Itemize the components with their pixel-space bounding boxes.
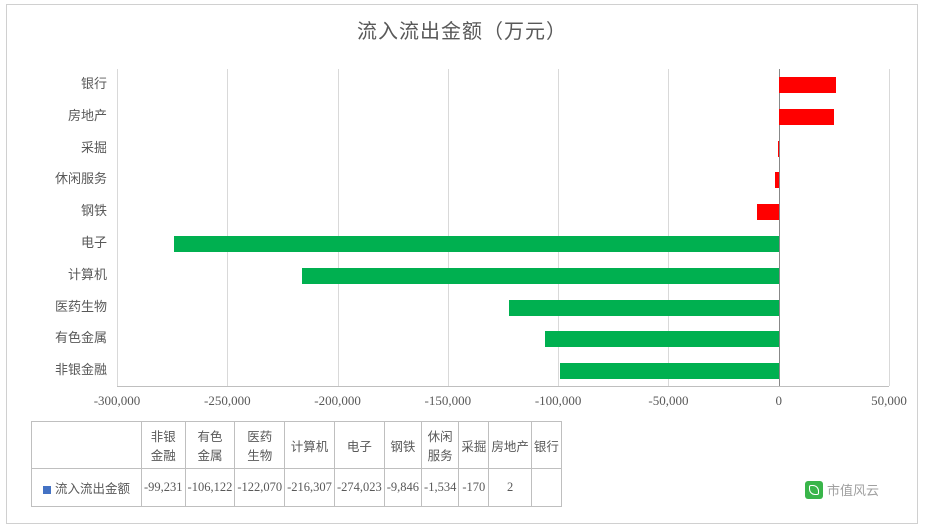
y-axis-label: 钢铁	[7, 205, 107, 217]
table-column-header: 医药生物	[235, 422, 285, 469]
wechat-icon	[805, 481, 823, 499]
table-column-header: 钢铁	[384, 422, 421, 469]
bar	[509, 300, 778, 316]
y-axis-label: 房地产	[7, 110, 107, 122]
table-cell: -1,534	[422, 469, 459, 507]
watermark: 市值风云	[805, 480, 879, 499]
table-column-header: 有色金属	[185, 422, 235, 469]
table-column-header: 银行	[531, 422, 561, 469]
y-axis-label: 休闲服务	[7, 173, 107, 185]
table-cell: -9,846	[384, 469, 421, 507]
x-tick-label: -150,000	[425, 393, 472, 409]
x-tick-label: 0	[775, 393, 782, 409]
y-axis-label: 计算机	[7, 269, 107, 281]
y-axis-label: 电子	[7, 237, 107, 249]
x-tick-label: -250,000	[204, 393, 251, 409]
table-corner	[32, 422, 142, 469]
table-cell: -170	[459, 469, 489, 507]
table-column-header: 采掘	[459, 422, 489, 469]
table-header-row: 非银金融有色金属医药生物计算机电子钢铁休闲服务采掘房地产银行	[32, 422, 562, 469]
table-column-header: 电子	[334, 422, 384, 469]
x-tick-label: -200,000	[314, 393, 361, 409]
table-column-header: 房地产	[489, 422, 532, 469]
bar	[779, 109, 834, 125]
table-cell: -106,122	[185, 469, 235, 507]
x-tick-label: -50,000	[648, 393, 688, 409]
y-axis-label: 非银金融	[7, 364, 107, 376]
table-column-header: 计算机	[285, 422, 335, 469]
bar	[775, 172, 778, 188]
bar	[302, 268, 779, 284]
y-axis-label: 医药生物	[7, 301, 107, 313]
gridline	[338, 69, 339, 386]
table-cell: -216,307	[285, 469, 335, 507]
y-axis-label: 采掘	[7, 142, 107, 154]
y-axis-label: 有色金属	[7, 332, 107, 344]
table-column-header: 休闲服务	[422, 422, 459, 469]
bar	[757, 204, 779, 220]
table-cell: -122,070	[235, 469, 285, 507]
chart-title: 流入流出金额（万元）	[7, 5, 917, 50]
series-name: 流入流出金额	[55, 482, 130, 496]
y-axis-label: 银行	[7, 78, 107, 90]
x-tick-label: -100,000	[535, 393, 582, 409]
x-tick-label: -300,000	[94, 393, 141, 409]
table-cell: -274,023	[334, 469, 384, 507]
series-legend-cell: 流入流出金额	[32, 469, 142, 507]
gridline	[448, 69, 449, 386]
bar	[560, 363, 779, 379]
watermark-text: 市值风云	[827, 480, 879, 499]
table-value-row: 流入流出金额 -99,231-106,122-122,070-216,307-2…	[32, 469, 562, 507]
chart-container: 流入流出金额（万元） 非银金融有色金属医药生物计算机电子钢铁休闲服务采掘房地产银…	[6, 4, 918, 524]
bar	[174, 236, 778, 252]
bar	[779, 77, 836, 93]
gridline	[117, 69, 118, 386]
bar	[545, 331, 779, 347]
gridline	[227, 69, 228, 386]
table-cell: 2	[489, 469, 532, 507]
table-column-header: 非银金融	[142, 422, 186, 469]
data-table: 非银金融有色金属医药生物计算机电子钢铁休闲服务采掘房地产银行 流入流出金额 -9…	[31, 421, 562, 507]
plot-area	[117, 69, 889, 387]
table-cell: -99,231	[142, 469, 186, 507]
legend-marker-icon	[43, 486, 51, 494]
gridline	[889, 69, 890, 386]
x-tick-label: 50,000	[871, 393, 907, 409]
table-cell	[531, 469, 561, 507]
bar	[778, 141, 779, 157]
